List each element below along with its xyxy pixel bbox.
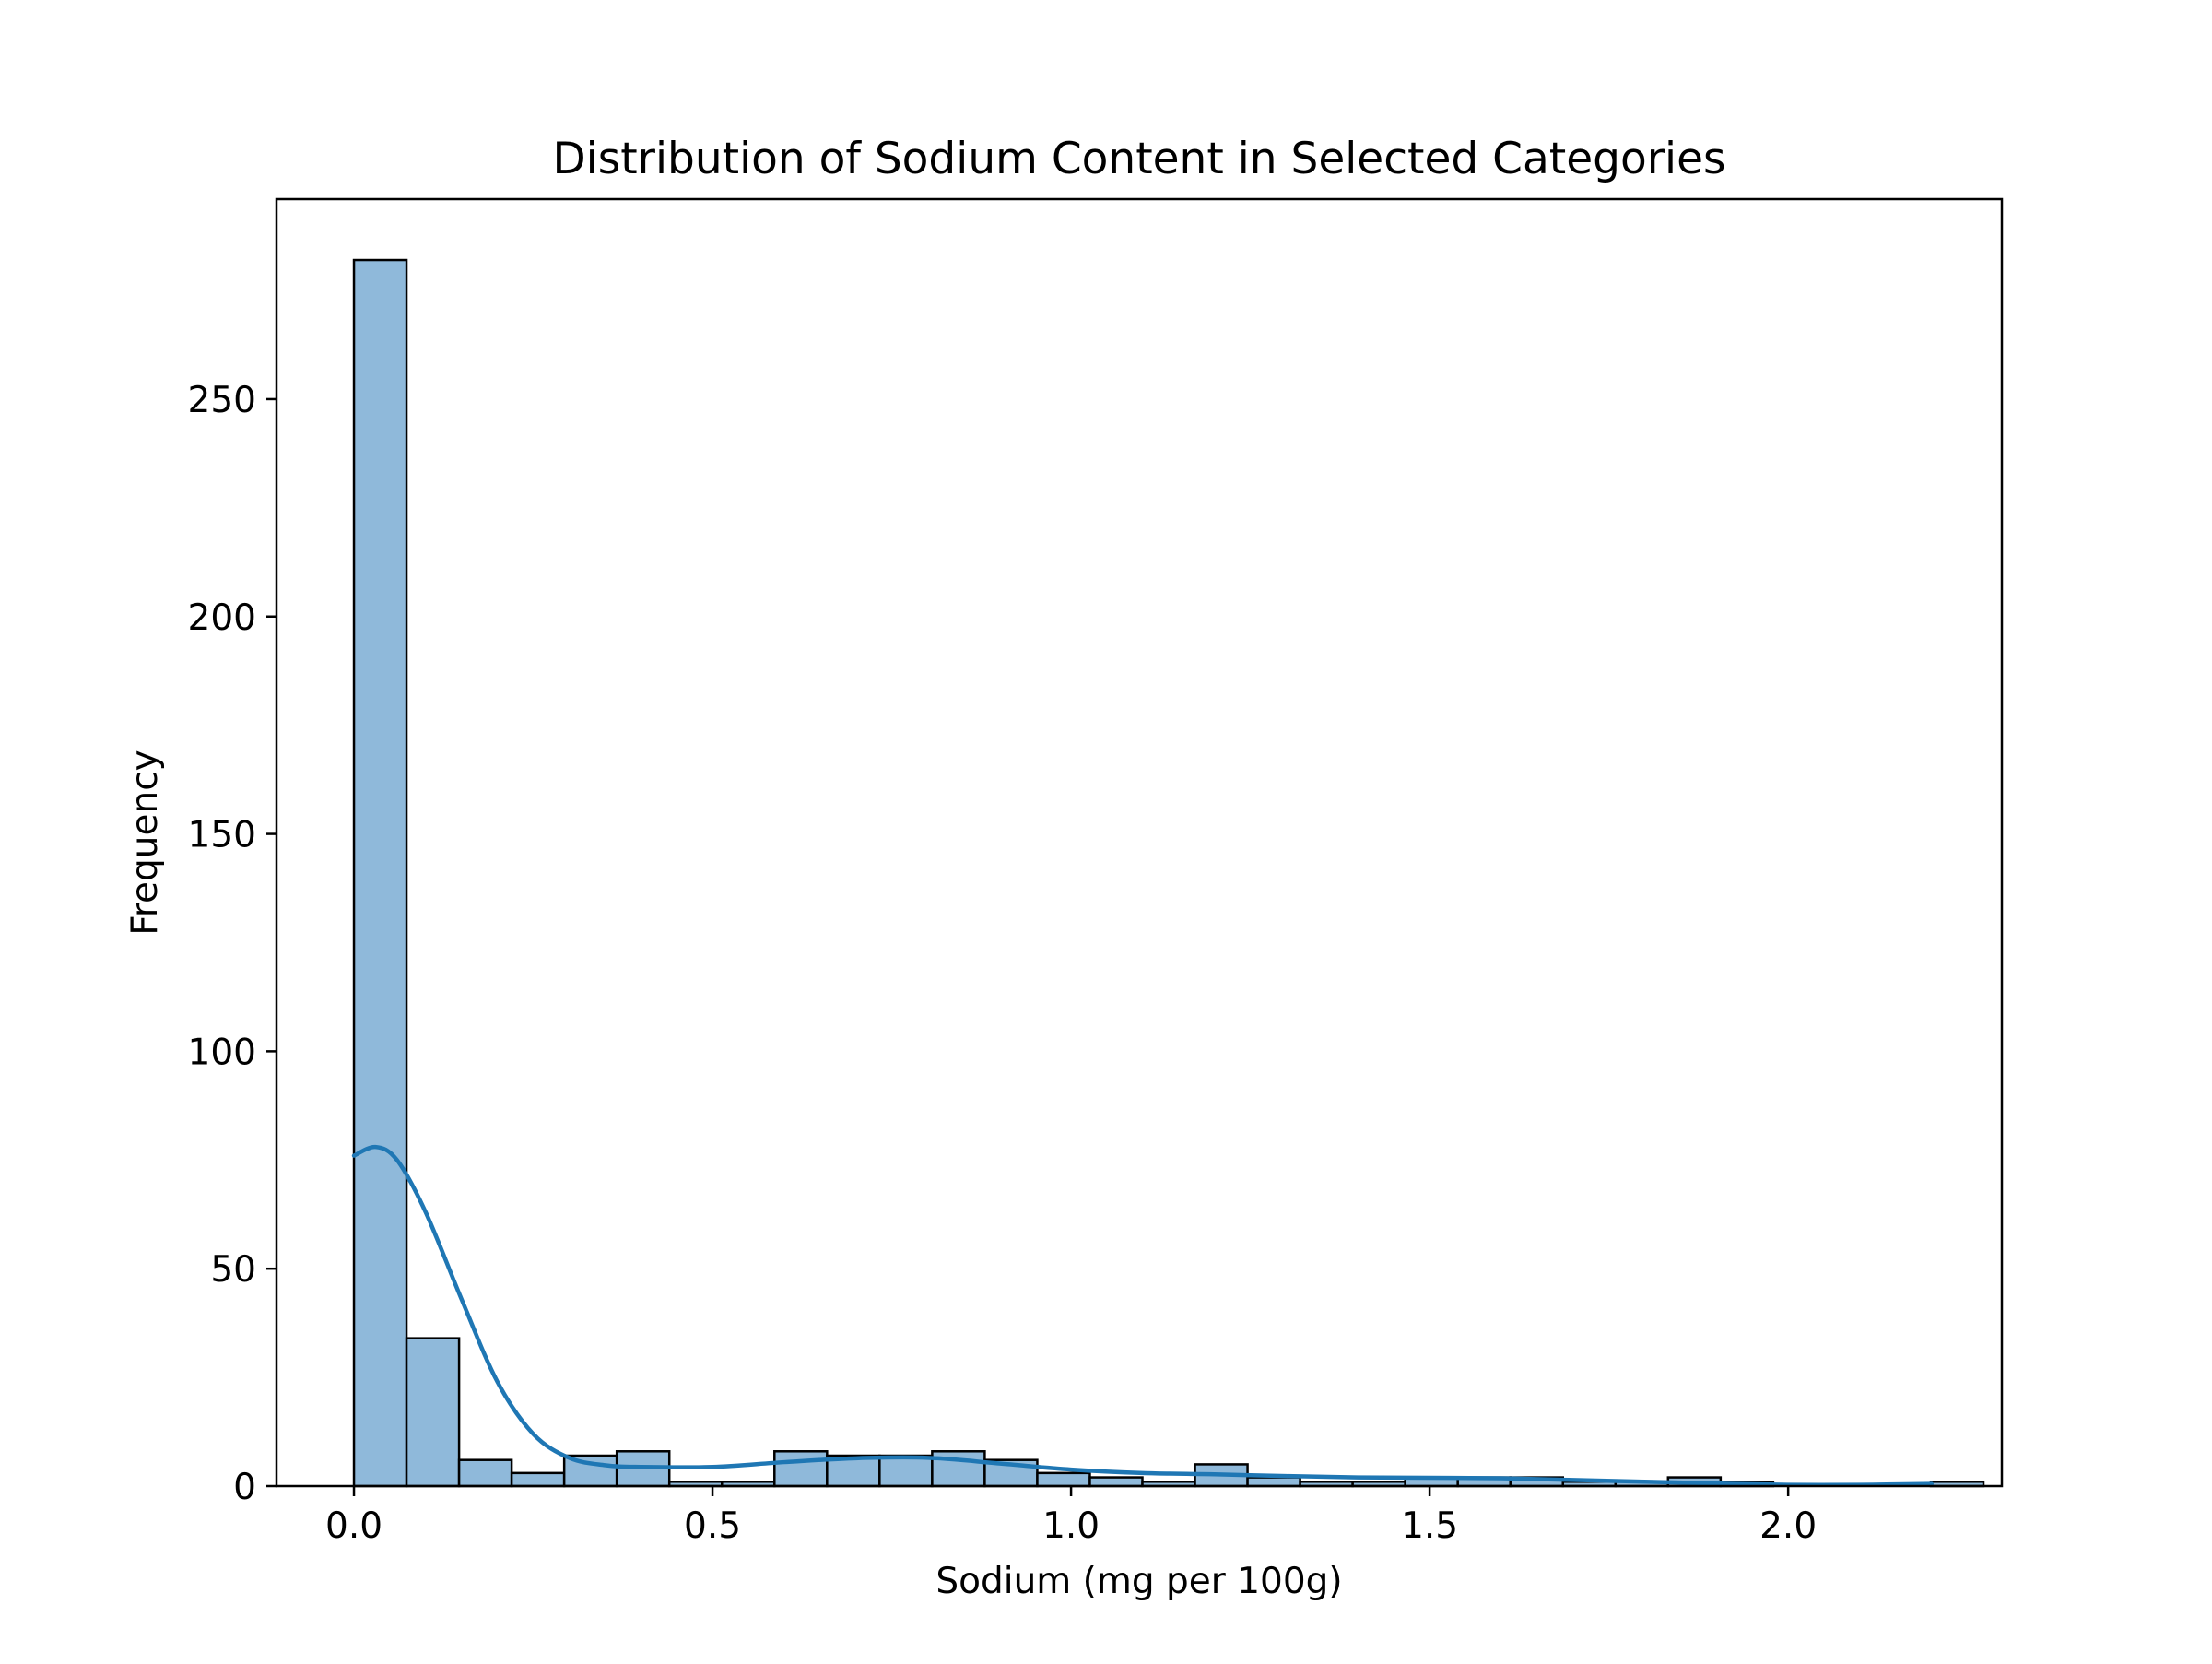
x-tick-label: 1.5 <box>1401 1505 1458 1547</box>
y-tick-label: 250 <box>188 380 256 421</box>
y-axis-label: Frequency <box>124 749 166 935</box>
chart-title: Distribution of Sodium Content in Select… <box>552 134 1725 184</box>
x-axis-label: Sodium (mg per 100g) <box>935 1561 1342 1602</box>
histogram-bar <box>1036 1471 1091 1488</box>
histogram-bar <box>457 1458 513 1488</box>
y-tick-label: 150 <box>188 815 256 856</box>
histogram-bar <box>510 1471 566 1488</box>
x-tick-label: 0.0 <box>325 1505 382 1547</box>
plot-area-frame <box>275 197 2004 1488</box>
x-axis-ticks: 0.0 0.5 1.0 1.5 2.0 <box>325 1486 1817 1547</box>
y-tick-label: 100 <box>188 1032 256 1073</box>
x-tick-label: 0.5 <box>684 1505 741 1547</box>
x-tick-label: 2.0 <box>1759 1505 1817 1547</box>
histogram-bar <box>352 258 408 1488</box>
histogram-bar <box>1246 1476 1301 1488</box>
histogram-bar <box>878 1454 934 1488</box>
histogram-bar <box>405 1337 461 1488</box>
y-tick-label: 50 <box>210 1249 256 1291</box>
kde-curve <box>351 1144 1934 1487</box>
x-tick-label: 1.0 <box>1042 1505 1100 1547</box>
y-axis-ticks: 0 50 100 150 200 250 <box>188 380 276 1508</box>
histogram-bar <box>1088 1476 1144 1488</box>
y-tick-label: 0 <box>233 1467 256 1508</box>
histogram-bar <box>773 1450 829 1488</box>
y-tick-label: 200 <box>188 597 256 639</box>
